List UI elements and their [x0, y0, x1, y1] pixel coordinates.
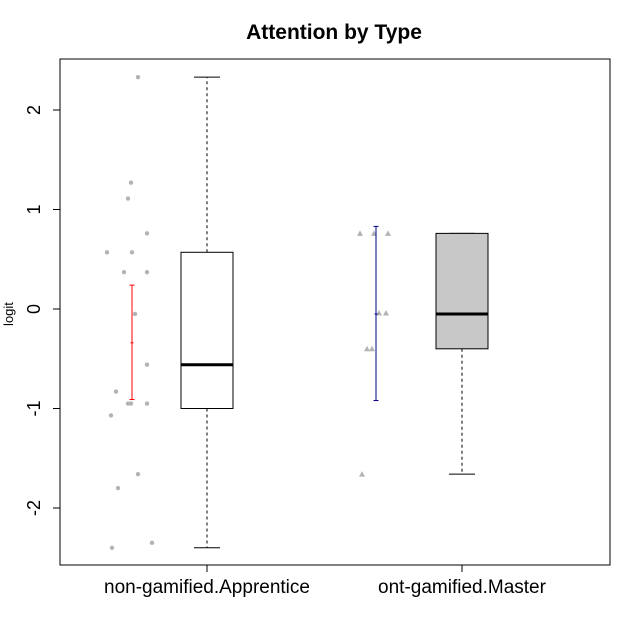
data-point — [144, 401, 150, 406]
y-tick-label: -1 — [24, 400, 44, 416]
x-axis: non-gamified.Apprentice ont-gamified.Mast… — [104, 564, 547, 598]
data-point — [135, 471, 141, 477]
data-point — [144, 231, 150, 236]
data-point — [115, 485, 121, 491]
data-point — [125, 196, 131, 201]
data-point — [385, 230, 391, 236]
data-point — [144, 269, 150, 275]
data-point — [121, 269, 127, 275]
data-point — [369, 345, 375, 352]
box — [180, 251, 234, 409]
data-point — [359, 471, 365, 477]
box — [435, 232, 489, 350]
data-point — [364, 345, 370, 352]
data-point — [109, 545, 115, 550]
data-point — [113, 389, 119, 394]
y-axis: -2 -1 0 1 2 — [24, 105, 61, 516]
x-tick-label: non-gamified.Apprentice — [104, 577, 310, 598]
data-point — [128, 180, 134, 185]
data-point — [357, 230, 363, 236]
data-point — [149, 540, 155, 546]
y-axis-label: logit — [1, 302, 16, 326]
data-point — [129, 250, 135, 255]
data-point — [125, 401, 131, 406]
y-tick-label: 2 — [24, 105, 44, 115]
data-point — [144, 362, 150, 367]
y-tick-label: -2 — [24, 500, 44, 516]
mean-error-bars — [129, 225, 379, 402]
data-point — [108, 413, 114, 418]
x-tick-label: ont-gamified.Master — [378, 577, 547, 598]
chart-title: Attention by Type — [246, 21, 422, 44]
data-point — [376, 309, 382, 316]
y-tick-label: 0 — [24, 304, 44, 314]
data-point — [383, 309, 389, 316]
data-point — [132, 311, 138, 317]
y-tick-label: 1 — [24, 204, 44, 214]
plot-frame — [59, 58, 611, 566]
box-plots — [180, 76, 489, 549]
data-points — [104, 74, 391, 550]
data-point — [104, 250, 110, 255]
data-point — [135, 74, 141, 80]
